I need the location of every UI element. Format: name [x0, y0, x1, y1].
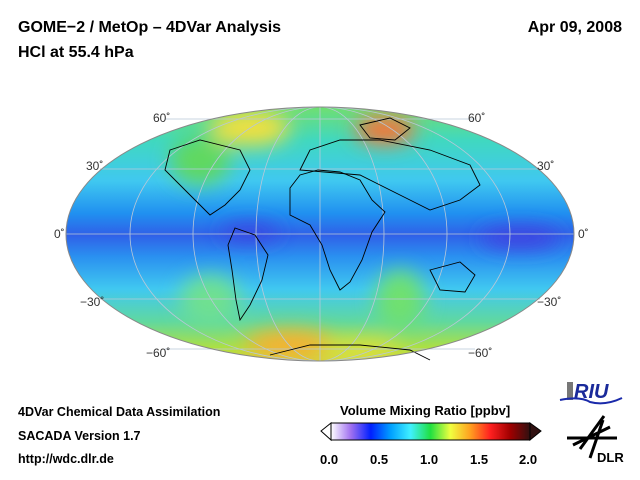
lat-label-60s-right: −60˚	[468, 346, 493, 360]
map-title: GOME−2 / MetOp – 4DVar Analysis	[18, 19, 282, 36]
colorbar-title: Volume Mixing Ratio [ppbv]	[340, 403, 511, 418]
dlr-logo: DLR	[567, 415, 624, 465]
lat-label-30s-left: −30˚	[80, 295, 105, 309]
footer-line1: 4DVar Chemical Data Assimilation	[18, 405, 221, 419]
svg-text:DLR: DLR	[597, 450, 624, 465]
map-subtitle: HCl at 55.4 hPa	[18, 44, 134, 61]
lat-label-30n-left: 30˚	[86, 159, 104, 173]
svg-text:RIU: RIU	[574, 381, 609, 403]
colorbar-tick-3: 1.5	[470, 452, 489, 467]
riu-logo: RIU	[559, 381, 623, 405]
footer-line2: SACADA Version 1.7	[18, 429, 141, 443]
colorbar-gradient	[330, 422, 531, 441]
footer-url: http://wdc.dlr.de	[18, 452, 114, 466]
lat-label-eq-left: 0˚	[54, 227, 65, 241]
lat-label-eq-right: 0˚	[578, 227, 589, 241]
world-map	[65, 106, 575, 362]
colorbar-tick-4: 2.0	[519, 452, 538, 467]
colorbar-tick-2: 1.0	[420, 452, 439, 467]
graticule	[66, 106, 574, 362]
colorbar-tick-0: 0.0	[320, 452, 339, 467]
map-border	[65, 106, 575, 362]
lat-label-60n-right: 60˚	[468, 111, 486, 125]
map-date: Apr 09, 2008	[527, 19, 622, 36]
colorbar-tick-1: 0.5	[370, 452, 389, 467]
coastlines	[164, 117, 481, 361]
lat-label-30n-right: 30˚	[537, 159, 555, 173]
lat-label-60s-left: −60˚	[146, 346, 171, 360]
lat-label-30s-right: −30˚	[537, 295, 562, 309]
lat-label-60n-left: 60˚	[153, 111, 171, 125]
